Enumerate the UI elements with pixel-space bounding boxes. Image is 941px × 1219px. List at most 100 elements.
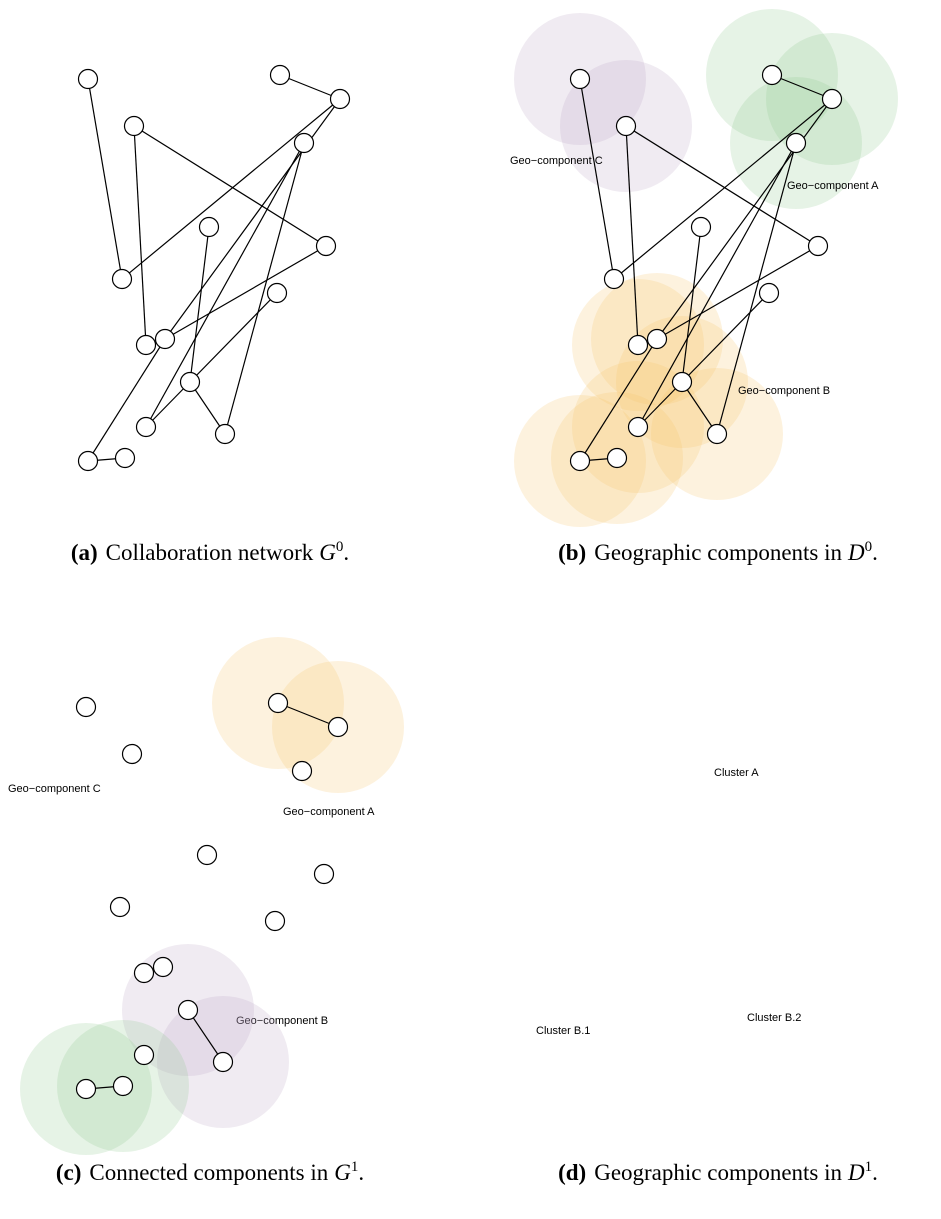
node <box>121 743 143 765</box>
caption-end: . <box>358 1160 364 1185</box>
caption-symbol: D <box>847 1160 865 1185</box>
edge <box>133 125 327 247</box>
node <box>177 999 199 1021</box>
caption-superscript: 0 <box>336 539 344 555</box>
annotation: Geo−component C <box>510 155 603 167</box>
annotation: Cluster B.2 <box>747 1012 801 1024</box>
node <box>135 416 157 438</box>
annotation: Geo−component B <box>236 1015 328 1027</box>
caption-symbol: G <box>319 540 336 565</box>
annotation: Geo−component B <box>738 385 830 397</box>
edge <box>187 1009 224 1063</box>
node <box>821 88 843 110</box>
edge <box>637 381 683 428</box>
node <box>269 64 291 86</box>
node <box>327 716 349 738</box>
annotation: Cluster B.1 <box>536 1025 590 1037</box>
caption-symbol: G <box>334 1160 351 1185</box>
node <box>264 910 286 932</box>
edge <box>224 142 305 435</box>
node <box>671 371 693 393</box>
node <box>615 115 637 137</box>
annotation: Geo−component C <box>8 783 101 795</box>
node <box>75 696 97 718</box>
node <box>569 68 591 90</box>
caption-end: . <box>872 1160 878 1185</box>
node <box>111 268 133 290</box>
node <box>112 1075 134 1097</box>
node <box>291 760 313 782</box>
node <box>75 1078 97 1100</box>
edge <box>189 292 278 383</box>
panel: Geo−component C Geo−component A Geo−compon… <box>8 783 375 1185</box>
caption-label: (c) <box>56 1160 82 1185</box>
caption-superscript: 0 <box>865 539 873 555</box>
annotation: Cluster A <box>714 767 759 779</box>
node <box>569 450 591 472</box>
edge <box>189 226 210 383</box>
node <box>77 450 99 472</box>
edge <box>681 381 718 435</box>
caption-text: Collaboration network <box>106 540 314 565</box>
node <box>603 268 625 290</box>
node <box>196 844 218 866</box>
node <box>133 1044 155 1066</box>
node <box>690 216 712 238</box>
edge <box>681 292 770 383</box>
node <box>627 416 649 438</box>
edge <box>164 245 327 340</box>
edge <box>133 125 147 346</box>
caption-label: (d) <box>558 1160 586 1185</box>
caption-text: Connected components in <box>89 1160 328 1185</box>
caption-end: . <box>343 540 349 565</box>
caption-symbol: D <box>847 540 865 565</box>
node <box>646 328 668 350</box>
panel: (a) Collaboration network G0. <box>71 64 351 565</box>
caption-label: (a) <box>71 540 98 565</box>
node <box>123 115 145 137</box>
caption-text: Geographic components in <box>594 540 842 565</box>
edge <box>579 78 615 280</box>
edge <box>625 125 639 346</box>
caption-superscript: 1 <box>865 1159 873 1175</box>
caption: (a) Collaboration network G0. <box>71 539 349 565</box>
node <box>785 132 807 154</box>
node <box>77 68 99 90</box>
panel: Cluster A Cluster B.2 Cluster B.1 (d) Geogra… <box>20 637 878 1185</box>
annotation: Geo−component A <box>283 806 375 818</box>
node <box>758 282 780 304</box>
node <box>212 1051 234 1073</box>
edge <box>87 338 166 462</box>
caption: (b) Geographic components in D0. <box>558 539 878 565</box>
annotation: Geo−component A <box>787 180 879 192</box>
node <box>214 423 236 445</box>
edge <box>87 78 123 280</box>
caption: (d) Geographic components in D1. <box>558 1159 878 1185</box>
edge <box>145 381 191 428</box>
node <box>807 235 829 257</box>
node <box>152 956 174 978</box>
edge <box>625 125 819 247</box>
node <box>135 334 157 356</box>
caption: (c) Connected components in G1. <box>56 1159 364 1185</box>
node <box>313 863 335 885</box>
edge <box>145 142 305 428</box>
caption-superscript: 1 <box>351 1159 359 1175</box>
caption-end: . <box>872 540 878 565</box>
edge <box>277 702 339 728</box>
edge <box>121 98 341 280</box>
caption-text: Geographic components in <box>594 1160 842 1185</box>
node <box>109 896 131 918</box>
edge <box>189 381 226 435</box>
edge <box>771 74 833 100</box>
edge <box>681 226 702 383</box>
node <box>133 962 155 984</box>
node <box>293 132 315 154</box>
node <box>315 235 337 257</box>
panel: Geo−component C Geo−component A Geo−compon… <box>510 9 898 565</box>
edge <box>637 142 797 428</box>
node <box>114 447 136 469</box>
edge <box>656 245 819 340</box>
node <box>179 371 201 393</box>
node <box>761 64 783 86</box>
